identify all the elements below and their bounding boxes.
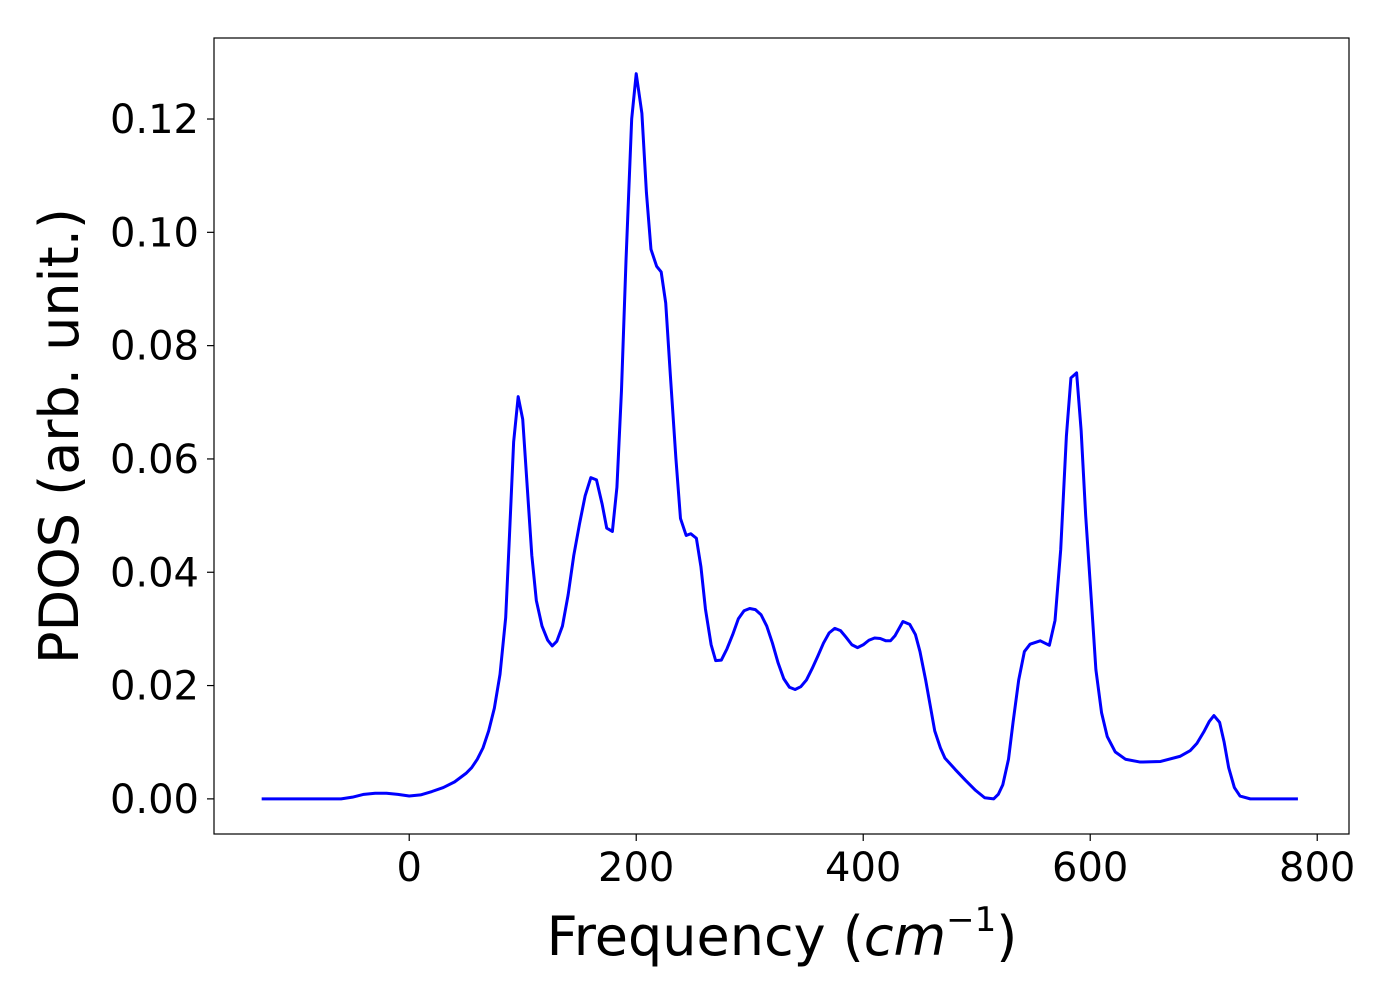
- plot-frame: [213, 37, 1350, 835]
- x-tick-label: 800: [1279, 845, 1355, 891]
- y-tick-label: 0.08: [110, 324, 199, 370]
- y-tick-label: 0.12: [110, 97, 199, 143]
- y-tick-label: 0.06: [110, 437, 199, 483]
- y-tick-label: 0.00: [110, 777, 199, 823]
- x-tick-label: 600: [1052, 845, 1128, 891]
- x-axis-label: Frequency (cm−1): [547, 900, 1018, 968]
- y-tick-label: 0.02: [110, 664, 199, 710]
- x-axis-label-text: Frequency (: [547, 905, 864, 968]
- x-tick-label: 0: [396, 845, 421, 891]
- x-axis-label-close: ): [996, 905, 1017, 968]
- x-tick-label: 400: [825, 845, 901, 891]
- x-axis-label-sup: −1: [946, 900, 996, 940]
- data-line: [261, 72, 1298, 801]
- x-axis-label-math: cm: [864, 905, 946, 968]
- y-axis-label: PDOS (arb. unit.): [28, 208, 91, 664]
- y-tick-label: 0.04: [110, 550, 199, 596]
- y-tick-label: 0.10: [110, 210, 199, 256]
- x-tick-label: 200: [598, 845, 674, 891]
